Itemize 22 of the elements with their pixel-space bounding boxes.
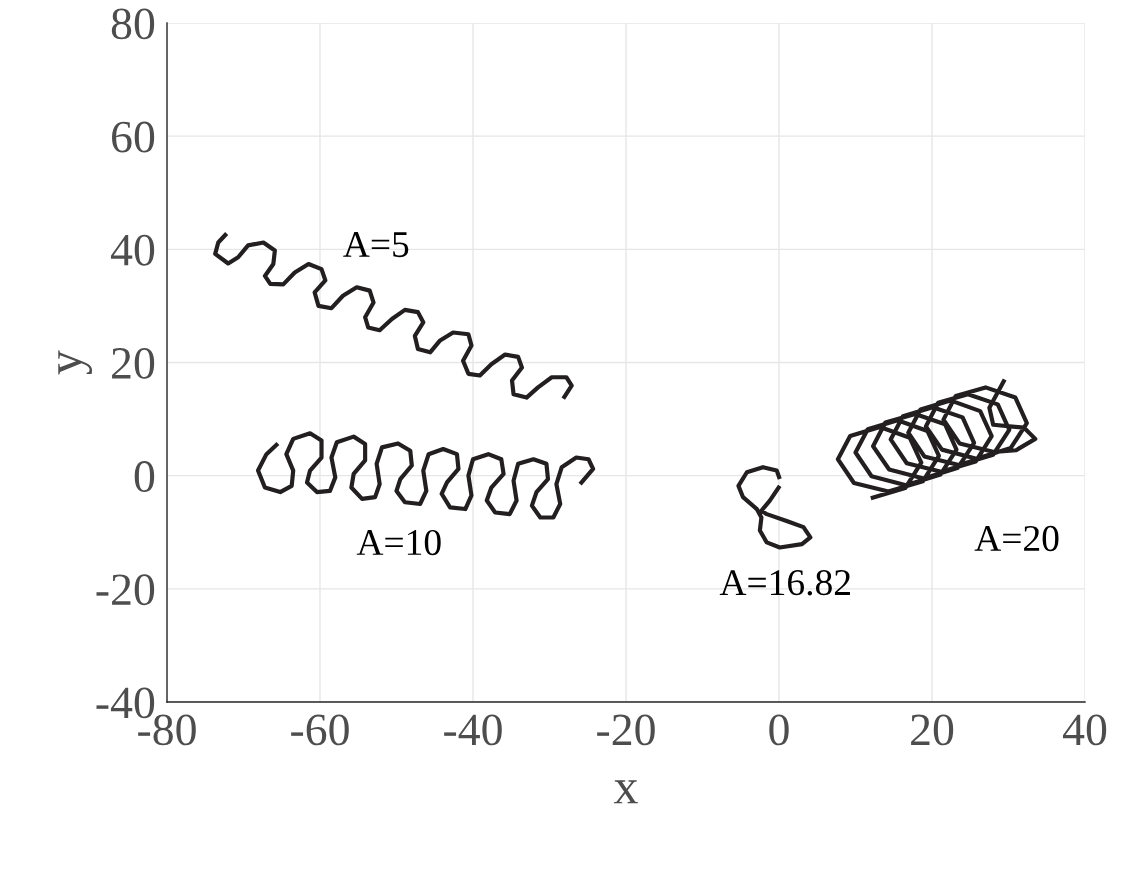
y-tick-label: 40 <box>110 234 155 266</box>
y-axis-title: y <box>58 350 93 375</box>
x-axis-title: x <box>613 780 638 804</box>
x-tick-label: -20 <box>597 714 655 746</box>
y-tick-label: 80 <box>111 8 155 40</box>
x-tick-label: 40 <box>1062 714 1107 746</box>
y-tick-label: 60 <box>112 121 155 153</box>
line-series <box>255 431 596 520</box>
annotation: A=5 <box>343 232 409 258</box>
x-tick-label: -60 <box>291 714 349 746</box>
y-tick-label: -20 <box>96 574 155 606</box>
line-series <box>835 377 1038 501</box>
x-tick-label: -40 <box>444 714 502 746</box>
x-tick-label: 20 <box>911 714 954 746</box>
annotation: A=20 <box>974 525 1059 552</box>
y-tick-label: 0 <box>134 461 155 493</box>
x-tick-label: 0 <box>769 714 789 746</box>
line-series <box>736 465 813 550</box>
annotation: A=16.82 <box>719 569 850 596</box>
annotation: A=10 <box>356 529 441 556</box>
y-tick-label: 20 <box>112 347 155 379</box>
line-series <box>213 231 574 401</box>
